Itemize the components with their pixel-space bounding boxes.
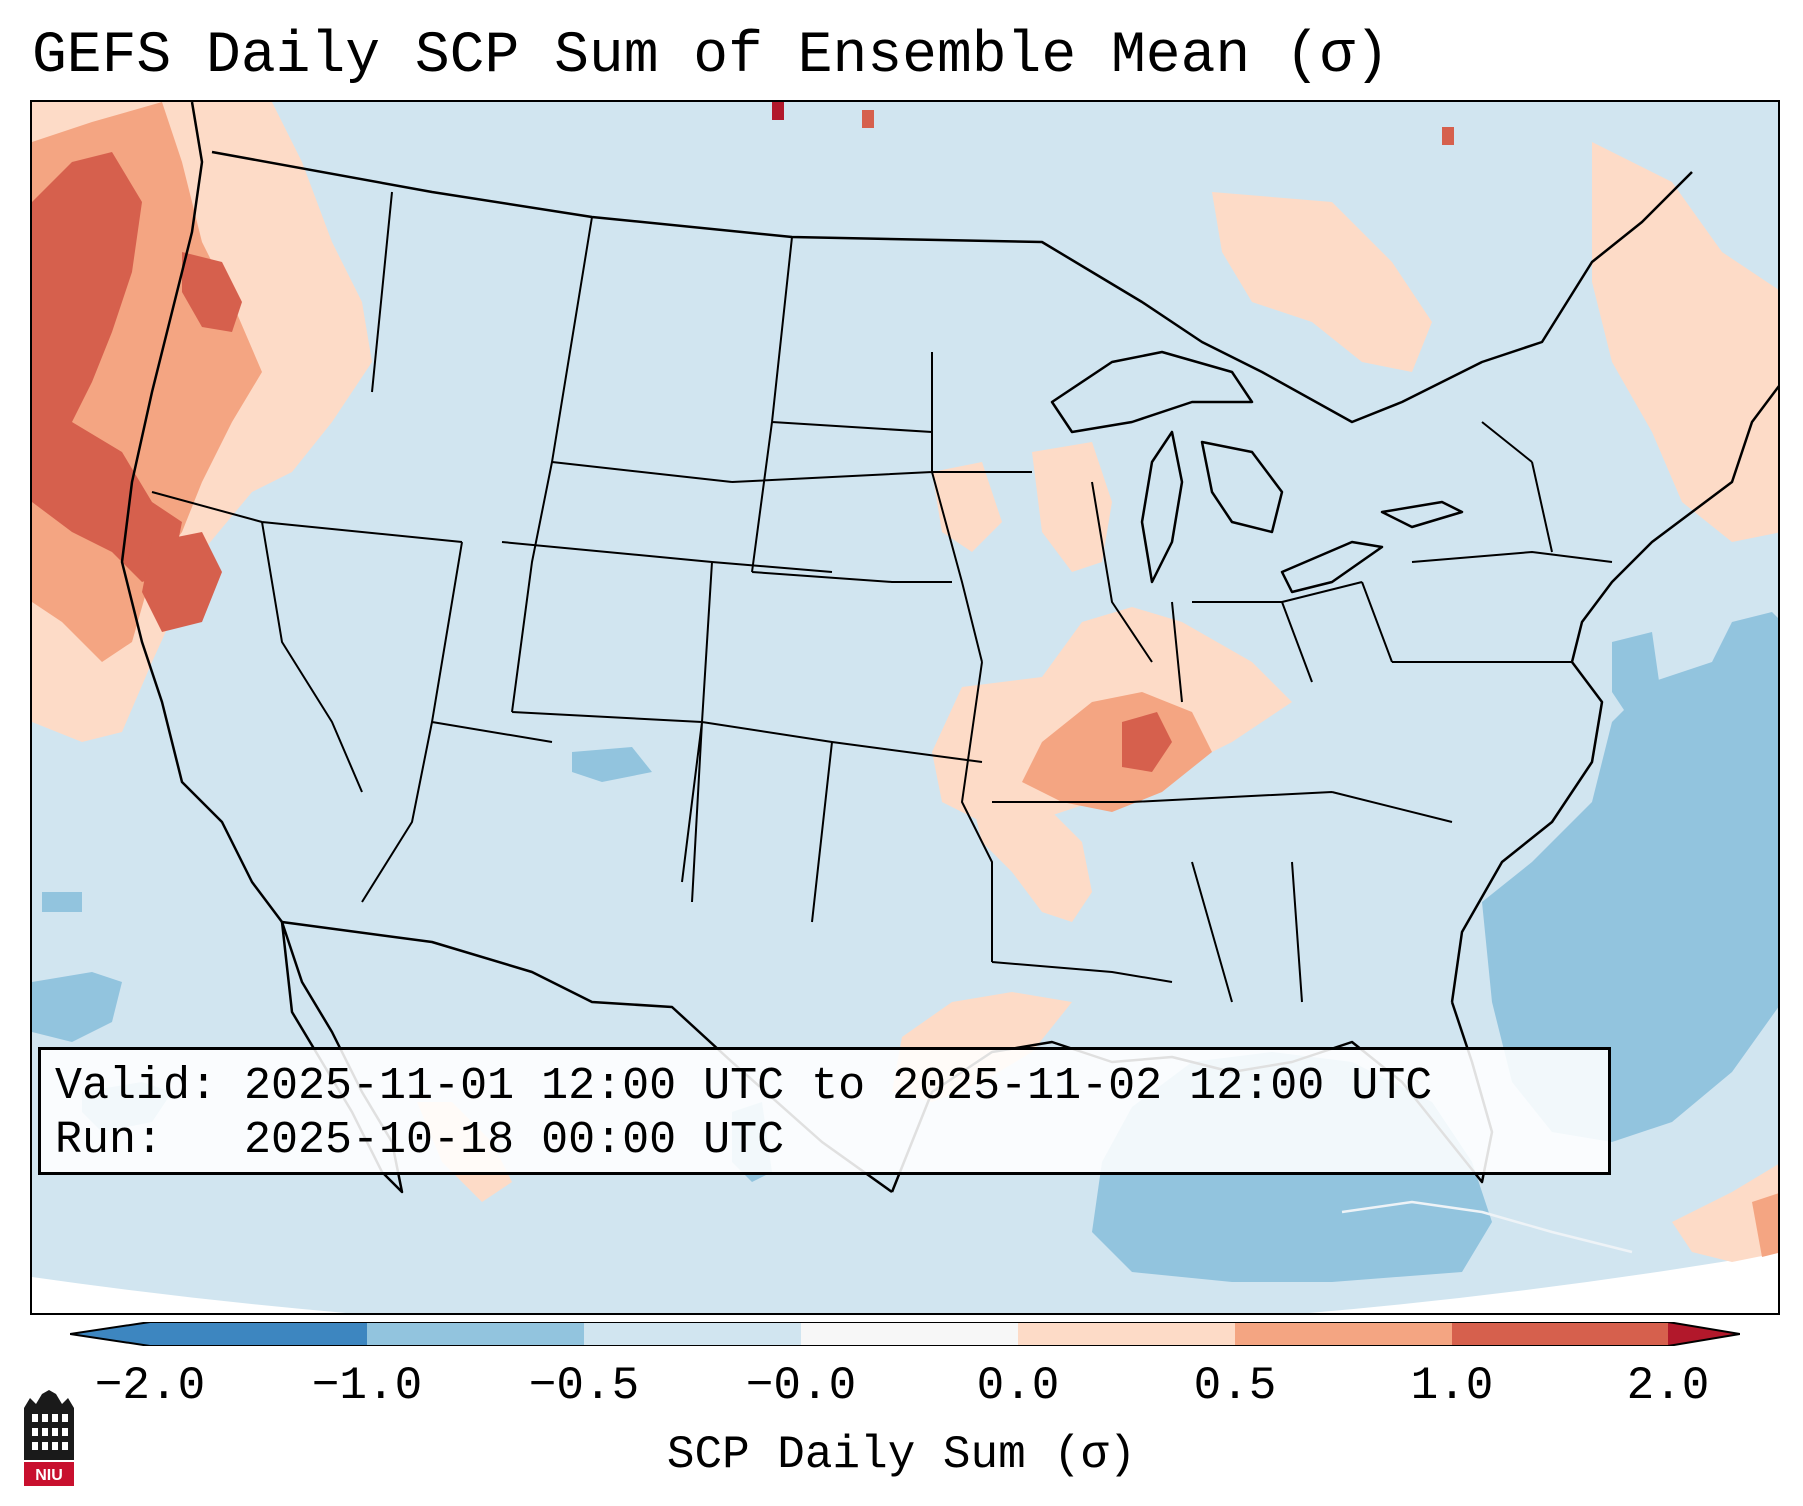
colorbar-tick-label: −0.0 [745, 1360, 857, 1412]
lake-ontario [1380, 500, 1464, 529]
colorbar-segment-7 [1452, 1322, 1668, 1346]
atlantic-region-2 [1612, 632, 1662, 722]
colorbar-tick-label: 2.0 [1626, 1360, 1710, 1412]
east-coast [1450, 385, 1778, 1003]
map-panel [30, 100, 1780, 1315]
canada-dark-pixel-2 [862, 110, 874, 128]
mid-south-light-region [972, 802, 1092, 922]
colorbar-label: SCP Daily Sum (σ) [666, 1429, 1137, 1481]
niu-logo-text: NIU [35, 1467, 63, 1484]
pnw-dark-region-2 [182, 252, 242, 332]
colorbar-segment-6 [1235, 1322, 1452, 1346]
valid-time-line: Valid: 2025-11-01 12:00 UTC to 2025-11-0… [55, 1061, 1433, 1112]
boundaries-layer [120, 102, 1778, 1254]
colorbar-tick-label: −2.0 [94, 1360, 206, 1412]
niu-logo: NIU [24, 1390, 74, 1486]
quebec-light-region [1592, 142, 1778, 542]
map-svg [32, 102, 1778, 1313]
colorbar-segment-1 [150, 1322, 367, 1346]
us-canada-border [211, 150, 1693, 424]
positive-anomaly-layer [32, 102, 1778, 1262]
lake-superior [1050, 350, 1254, 434]
run-time-line: Run: 2025-10-18 00:00 UTC [55, 1115, 785, 1166]
validity-info-box: Valid: 2025-11-01 12:00 UTC to 2025-11-0… [38, 1047, 1611, 1175]
mississippi-medium-region [1022, 692, 1212, 812]
lake-michigan [1140, 430, 1184, 584]
colorbar-tick-label: 0.0 [976, 1360, 1060, 1412]
ontario-light-region [1212, 192, 1432, 372]
pacific-region-3 [42, 892, 82, 912]
canada-dark-pixel-1 [772, 102, 784, 120]
pacific-region-1 [32, 972, 122, 1042]
quebec-dark-pixel [1442, 127, 1454, 145]
colorbar-segment-4 [801, 1322, 1018, 1346]
baja-california [280, 920, 404, 1194]
chart-title: GEFS Daily SCP Sum of Ensemble Mean (σ) [32, 24, 1390, 89]
caribbean-light-region [1672, 1164, 1778, 1262]
caribbean-medium-region [1752, 1193, 1778, 1257]
colorbar-tick-label: −1.0 [311, 1360, 423, 1412]
colorbar-segment-5 [1018, 1322, 1235, 1346]
colorbar-tick-label: −0.5 [528, 1360, 640, 1412]
state-lines [151, 191, 1613, 1003]
colorbar-tick-label: 1.0 [1410, 1360, 1494, 1412]
colorbar-extend-low [70, 1322, 150, 1346]
colorbar-segment-2 [367, 1322, 584, 1346]
lake-huron [1200, 440, 1284, 534]
cuba-outline [1341, 1200, 1633, 1254]
pnw-dark-region [32, 152, 182, 582]
atlantic-region [1482, 612, 1778, 1142]
colorbar-tick-label: 0.5 [1193, 1360, 1277, 1412]
lake-erie [1280, 540, 1384, 594]
west-coast [120, 102, 283, 923]
map-domain [32, 102, 1778, 1313]
minnesota-light-region [932, 462, 1002, 552]
colorbar-extend-high [1668, 1322, 1740, 1346]
bootheel-dark-region [1122, 712, 1172, 772]
oregon-dark-spot [142, 532, 222, 632]
colorbar-segment-3 [584, 1322, 801, 1346]
colorado-region [572, 747, 652, 782]
wisconsin-light-region [1032, 442, 1112, 572]
colorbar [70, 1322, 1740, 1346]
